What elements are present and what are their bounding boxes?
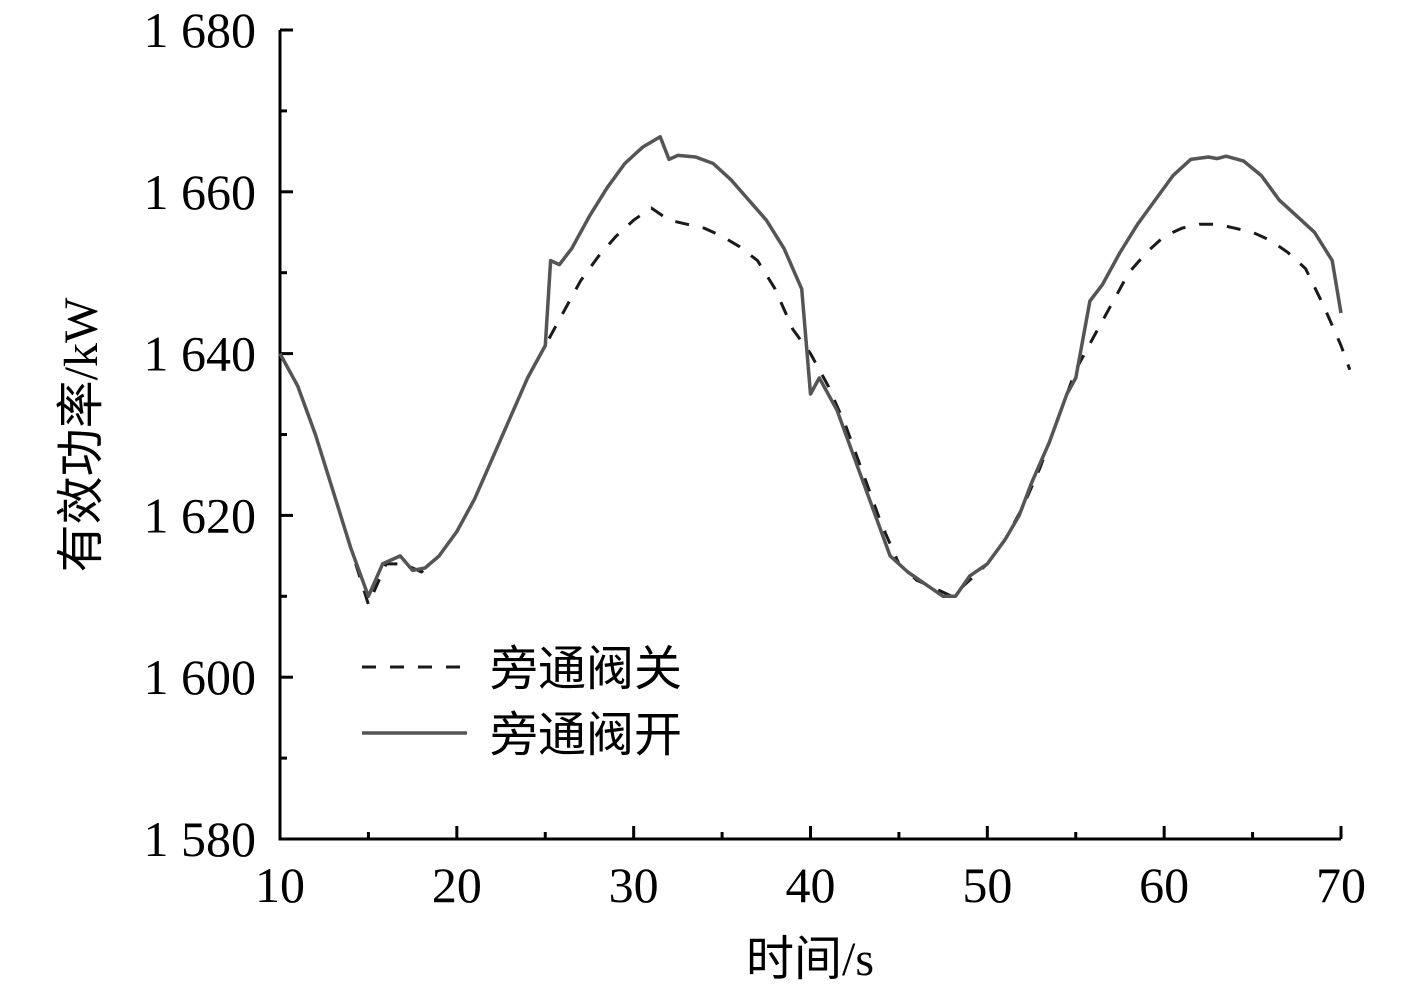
series-line-0: [278, 206, 1352, 606]
x-tick-label: 70: [1316, 857, 1366, 913]
y-tick-label: 1 600: [144, 649, 257, 705]
y-tick-label: 1 680: [144, 2, 257, 58]
series-layer: [278, 135, 1352, 606]
x-tick-label: 30: [609, 857, 659, 913]
x-axis-ticks: 10 20 30 40 50 60 70: [255, 826, 1366, 913]
y-tick-label: 1 620: [144, 487, 257, 543]
y-axis-label: 有效功率/kW: [55, 297, 108, 572]
series-line-1: [278, 135, 1343, 599]
y-tick-label: 1 660: [144, 164, 257, 220]
legend-label-series-1: 旁通阀开: [490, 709, 682, 762]
axes: [278, 30, 1341, 841]
x-tick-label: 60: [1139, 857, 1189, 913]
x-tick-label: 40: [786, 857, 836, 913]
y-tick-label: 1 580: [144, 811, 257, 867]
legend: 旁通阀关 旁通阀开: [362, 643, 682, 762]
x-tick-label: 50: [962, 857, 1012, 913]
y-tick-label: 1 640: [144, 326, 257, 382]
legend-label-series-0: 旁通阀关: [490, 643, 682, 696]
y-axis-ticks: 1 580 1 600 1 620 1 640 1 660 1 680: [144, 2, 293, 867]
x-tick-label: 20: [432, 857, 482, 913]
x-axis-label: 时间/s: [746, 933, 874, 986]
x-tick-label: 10: [255, 857, 305, 913]
